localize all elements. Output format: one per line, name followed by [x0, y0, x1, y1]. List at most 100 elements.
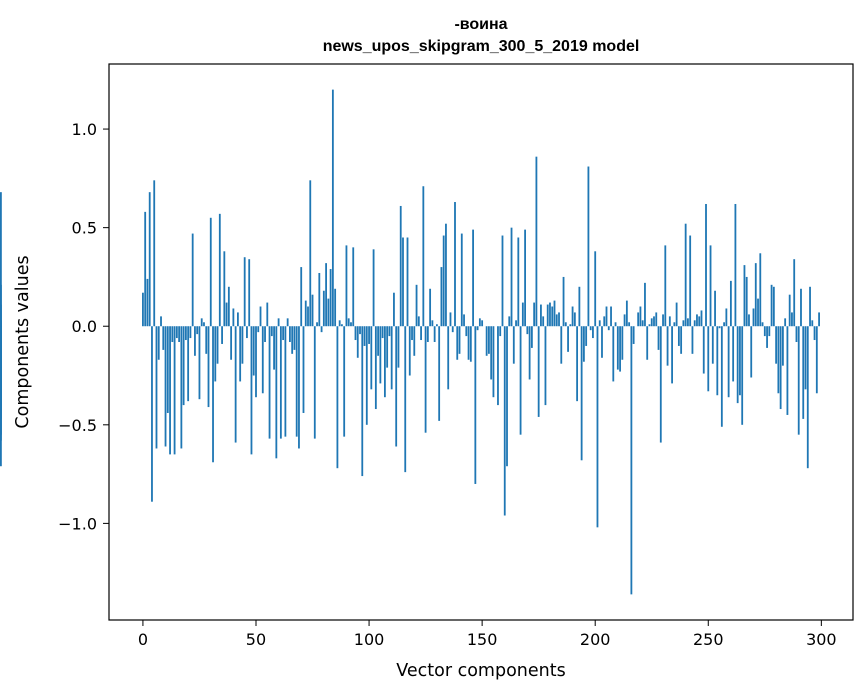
bar-217: [632, 326, 635, 344]
bar-259: [727, 326, 730, 398]
bar-112: [395, 326, 398, 447]
bar-214: [625, 300, 628, 327]
bar-169: [524, 229, 526, 327]
bar-95: [356, 326, 359, 358]
bar-237: [677, 326, 680, 346]
bar-undefined: [0, 192, 2, 327]
bar-137: [451, 326, 454, 333]
bar-93: [352, 247, 355, 327]
bar-211: [619, 326, 621, 372]
bar-201: [596, 326, 599, 528]
bar-97: [361, 326, 364, 477]
bar-27: [203, 322, 205, 327]
bar-13: [171, 326, 174, 342]
bar-291: [800, 288, 802, 327]
bar-44: [241, 326, 244, 364]
bar-102: [372, 249, 375, 327]
bar-72: [304, 300, 307, 327]
bar-9: [162, 326, 165, 350]
bar-132: [440, 267, 443, 327]
bar-111: [393, 292, 395, 327]
bar-71: [302, 326, 305, 413]
bar-298: [815, 326, 818, 394]
bar-154: [490, 326, 493, 380]
bar-6: [155, 326, 158, 449]
bar-56: [268, 326, 271, 439]
bar-242: [689, 235, 692, 327]
bar-130: [436, 324, 438, 327]
bar-234: [671, 326, 673, 384]
bar-158: [499, 326, 502, 337]
bar-113: [397, 326, 400, 368]
bar-216: [630, 326, 633, 595]
bar-142: [463, 314, 465, 327]
bar-43: [239, 326, 242, 382]
bar-58: [273, 326, 275, 370]
bar-127: [429, 288, 432, 327]
bar-15: [175, 326, 178, 339]
bar-233: [668, 316, 671, 327]
bar-19: [184, 326, 187, 341]
bar-265: [741, 326, 744, 425]
bar-107: [383, 326, 386, 398]
bar-175: [537, 326, 540, 417]
bar-264: [739, 326, 741, 396]
bar-88: [341, 324, 343, 327]
bar-257: [723, 322, 726, 327]
bar-140: [458, 326, 461, 354]
bar-100: [368, 326, 370, 344]
bar-254: [716, 326, 719, 396]
bar-121: [415, 284, 418, 327]
bar-260: [729, 280, 732, 327]
bar-115: [402, 237, 404, 327]
bar-251: [709, 245, 712, 327]
bar-155: [492, 326, 495, 398]
x-tick-label: 300: [806, 630, 837, 649]
x-tick-label: 200: [580, 630, 611, 649]
bar-14: [173, 326, 176, 455]
bar-281: [777, 326, 780, 394]
bar-101: [370, 326, 373, 390]
bar-131: [438, 326, 441, 421]
bar-77: [316, 322, 318, 327]
bar-292: [802, 326, 805, 419]
bar-76: [313, 326, 316, 439]
bar-undefined: [0, 326, 2, 467]
bar-79: [320, 326, 323, 333]
bar-59: [275, 326, 278, 459]
bar-22: [191, 233, 194, 327]
bar-203: [601, 326, 603, 358]
bar-252: [711, 326, 714, 364]
bar-86: [336, 326, 339, 469]
bar-282: [779, 326, 782, 410]
bar-188: [567, 326, 569, 352]
bar-34: [218, 213, 221, 327]
bar-42: [237, 312, 239, 327]
bar-141: [460, 233, 463, 327]
bar-89: [343, 326, 346, 437]
x-tick-label: 50: [246, 630, 266, 649]
bar-189: [569, 324, 572, 327]
bar-84: [331, 89, 334, 327]
bar-166: [517, 237, 520, 327]
bar-82: [327, 298, 330, 327]
bar-231: [664, 245, 667, 327]
x-tick-label: 250: [693, 630, 724, 649]
bar-39: [230, 326, 233, 360]
y-axis-ticks: −1.0 −0.5 0.0 0.5 1.0: [58, 120, 109, 533]
bar-196: [585, 326, 588, 346]
bar-187: [564, 322, 567, 327]
bar-283: [781, 326, 784, 366]
bar-173: [533, 302, 536, 327]
bar-49: [252, 326, 255, 376]
bar-5: [153, 180, 156, 327]
bar-204: [603, 316, 606, 327]
bar-289: [795, 326, 798, 342]
bar-32: [214, 326, 217, 382]
y-axis-label: Components values: [13, 255, 33, 428]
bar-57: [270, 326, 273, 337]
bar-55: [266, 302, 269, 327]
bar-222: [644, 282, 646, 327]
bar-256: [720, 326, 723, 427]
bar-118: [408, 326, 411, 376]
